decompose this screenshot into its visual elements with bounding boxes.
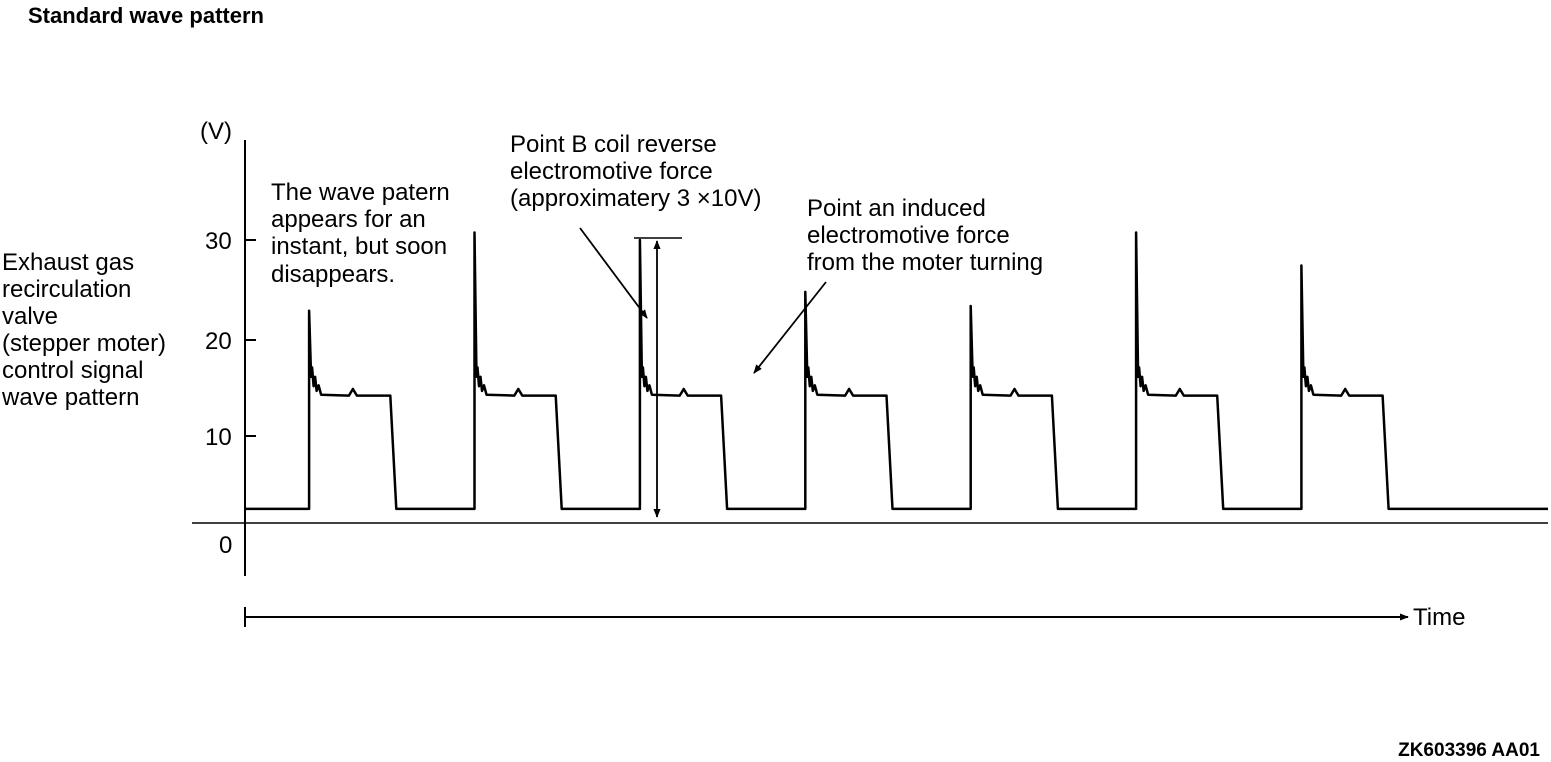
y-unit-label: (V): [200, 118, 232, 145]
y-label-line-1: Exhaust gas: [2, 249, 134, 276]
chart-title: Standard wave pattern: [28, 3, 264, 28]
annotation-point-b-line-2: electromotive force: [510, 158, 713, 185]
y-axis-label: Exhaust gas recirculation valve (stepper…: [1, 249, 173, 411]
y-label-line-3: valve: [2, 303, 58, 330]
y-label-line-5: control signal: [2, 357, 143, 384]
annotation-point-b-line-1: Point B coil reverse: [510, 131, 717, 158]
annotation-point-a: Point an induced electromotive force fro…: [807, 195, 1043, 276]
y-label-line-4: (stepper moter): [2, 330, 166, 357]
y-tick-label-20: 20: [205, 328, 232, 355]
annotation-point-a-line-2: electromotive force: [807, 222, 1010, 249]
annotation-point-b: Point B coil reverse electromotive force…: [510, 131, 761, 212]
point-a-pointer-arrow: [753, 281, 827, 374]
annotation-instant-line-3: instant, but soon: [271, 233, 447, 260]
annotation-point-b-line-3: (approximatery 3 ×10V): [510, 185, 761, 212]
y-label-line-6: wave pattern: [1, 384, 139, 411]
annotation-instant-line-1: The wave patern: [271, 179, 450, 206]
annotation-instant-line-2: appears for an: [271, 206, 426, 233]
y-tick-label-10: 10: [205, 424, 232, 451]
x-axis-label: Time: [1413, 604, 1465, 631]
annotation-instant-line-4: disappears.: [271, 261, 395, 288]
waveform-series: [245, 231, 1548, 511]
y-label-line-2: recirculation: [2, 276, 131, 303]
annotation-instant: The wave patern appears for an instant, …: [271, 179, 456, 288]
y-tick-label-30: 30: [205, 228, 232, 255]
y-tick-label-0: 0: [219, 532, 232, 559]
figure-code: ZK603396 AA01: [1398, 740, 1540, 761]
annotation-point-a-line-3: from the moter turning: [807, 249, 1043, 276]
point-b-pointer-arrow: [579, 227, 648, 319]
annotation-point-a-line-1: Point an induced: [807, 195, 986, 222]
